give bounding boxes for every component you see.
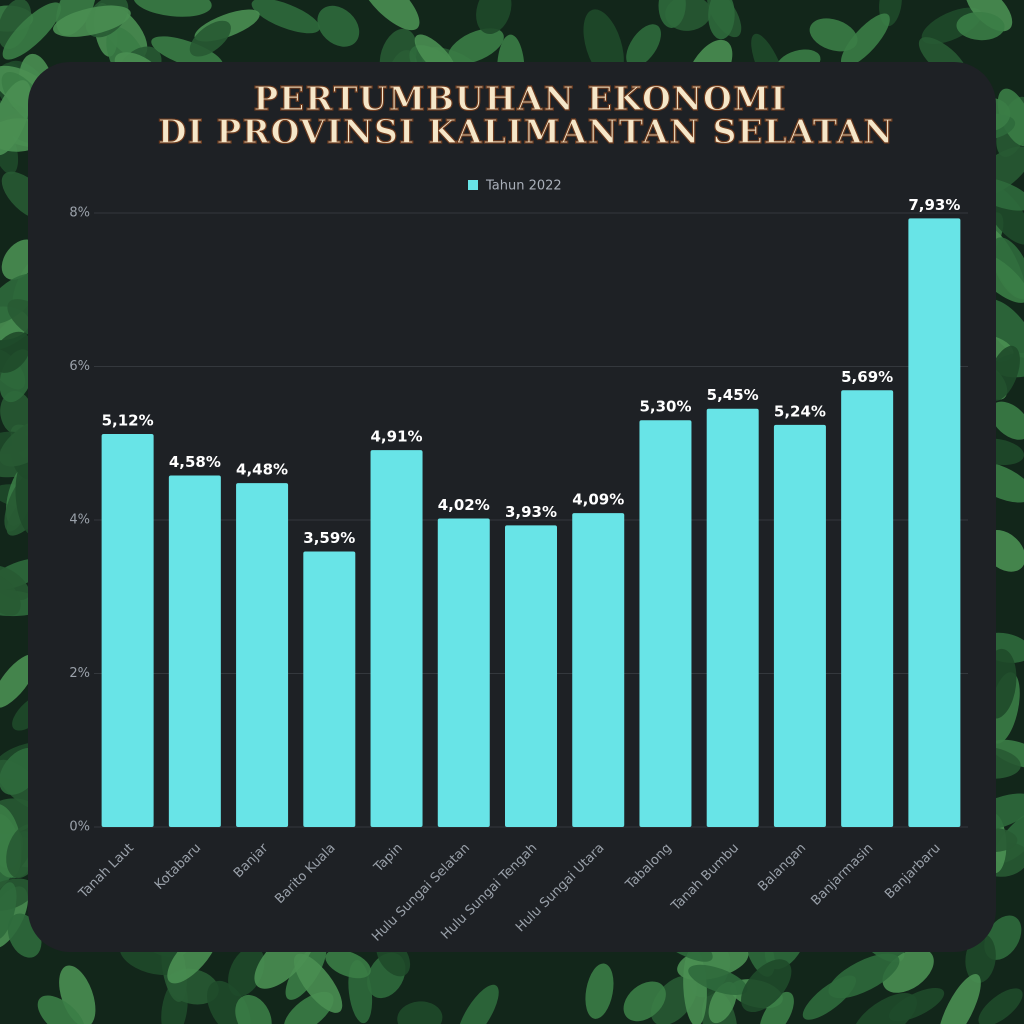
legend-swatch bbox=[468, 180, 478, 190]
leaf bbox=[978, 988, 1023, 1024]
y-tick-label: 8% bbox=[69, 206, 90, 221]
leaf bbox=[990, 739, 1024, 769]
leaf bbox=[0, 391, 34, 436]
data-label: 4,09% bbox=[572, 491, 624, 509]
bar bbox=[639, 420, 692, 827]
bar bbox=[168, 475, 221, 827]
leaf bbox=[251, 0, 320, 34]
leaf bbox=[888, 987, 945, 1022]
bar bbox=[303, 551, 356, 827]
bar bbox=[706, 408, 759, 827]
leaf bbox=[828, 953, 900, 999]
leaf bbox=[623, 981, 666, 1022]
leaf bbox=[37, 995, 85, 1024]
leaf bbox=[133, 0, 212, 17]
chart-title: PERTUMBUHAN EKONOMI bbox=[253, 79, 786, 118]
leaf bbox=[990, 401, 1024, 440]
leaf bbox=[708, 0, 735, 40]
leaf bbox=[809, 18, 858, 52]
leaf bbox=[53, 5, 131, 37]
leaf bbox=[840, 13, 890, 67]
leaf bbox=[293, 953, 343, 1013]
bar bbox=[437, 518, 490, 827]
y-tick-label: 6% bbox=[69, 359, 90, 374]
data-label: 4,48% bbox=[236, 461, 288, 479]
bar bbox=[572, 513, 625, 827]
leaf bbox=[585, 963, 614, 1019]
data-label: 3,93% bbox=[505, 503, 557, 521]
data-label: 4,58% bbox=[169, 453, 221, 471]
leaf bbox=[325, 949, 371, 979]
leaf bbox=[956, 11, 1005, 41]
leaf bbox=[359, 0, 420, 31]
chart-title: DI PROVINSI KALIMANTAN SELATAN bbox=[158, 112, 894, 151]
data-label: 5,12% bbox=[102, 412, 154, 430]
leaf bbox=[317, 5, 360, 47]
data-label: 5,30% bbox=[639, 398, 691, 416]
leaf bbox=[476, 0, 512, 35]
leaf bbox=[741, 959, 792, 1013]
bar bbox=[236, 483, 289, 827]
leaf bbox=[2, 2, 62, 60]
data-label: 3,59% bbox=[303, 529, 355, 547]
leaf bbox=[448, 28, 504, 64]
leaf bbox=[759, 991, 794, 1024]
leaf bbox=[0, 331, 31, 373]
leaf bbox=[151, 36, 224, 71]
leaf bbox=[658, 0, 686, 28]
y-tick-label: 0% bbox=[69, 820, 90, 835]
data-label: 7,93% bbox=[908, 196, 960, 214]
leaf bbox=[0, 574, 21, 616]
leaf bbox=[228, 946, 265, 997]
leaf bbox=[457, 984, 499, 1024]
leaf bbox=[235, 994, 272, 1024]
leaf bbox=[189, 20, 231, 57]
data-label: 5,24% bbox=[774, 402, 826, 420]
bar bbox=[841, 390, 894, 827]
leaf bbox=[0, 882, 17, 940]
leaf bbox=[0, 654, 37, 708]
bar bbox=[773, 424, 826, 827]
y-tick-label: 2% bbox=[69, 666, 90, 681]
data-label: 4,02% bbox=[438, 496, 490, 514]
bar bbox=[505, 525, 557, 827]
leaf bbox=[0, 273, 40, 325]
y-tick-label: 4% bbox=[69, 513, 90, 528]
leaf bbox=[626, 24, 661, 68]
legend-label: Tahun 2022 bbox=[485, 179, 562, 194]
bar bbox=[101, 434, 154, 827]
bar bbox=[908, 218, 961, 827]
data-label: 4,91% bbox=[371, 428, 423, 446]
leaf bbox=[938, 974, 981, 1024]
leaf bbox=[688, 964, 748, 996]
data-label: 5,45% bbox=[707, 386, 759, 404]
bar bbox=[370, 450, 423, 827]
leaf bbox=[397, 1001, 443, 1024]
data-label: 5,69% bbox=[841, 368, 893, 386]
